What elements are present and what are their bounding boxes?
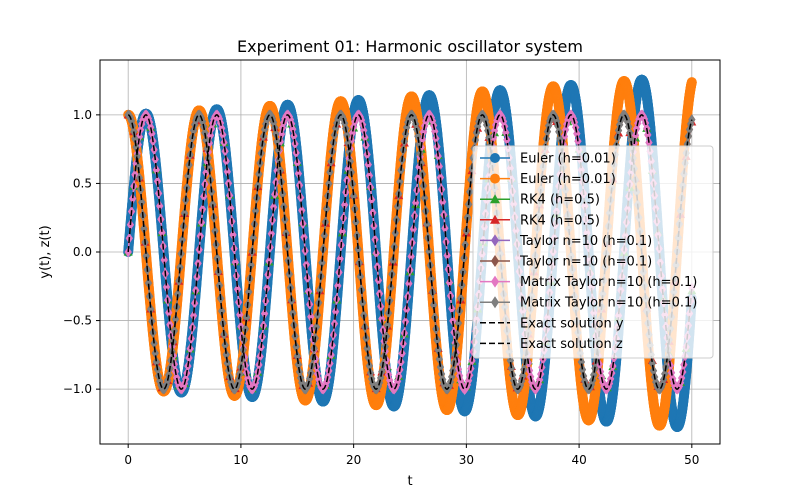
chart-title: Experiment 01: Harmonic oscillator syste…: [237, 37, 583, 56]
